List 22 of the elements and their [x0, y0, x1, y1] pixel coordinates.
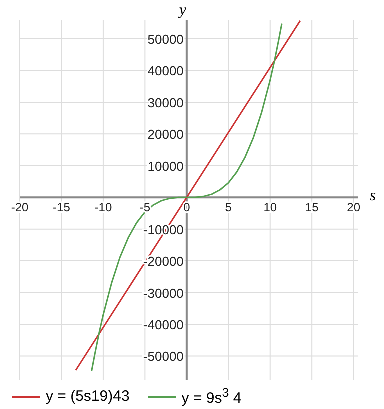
- legend-label: y = 9s$^{3}$ 4: [182, 386, 242, 407]
- x-tick-label: -10: [94, 200, 112, 215]
- y-tick-label: 20000: [148, 127, 184, 142]
- y-tick-label: 40000: [148, 64, 184, 79]
- legend-label: y = (5s19)43: [46, 388, 130, 405]
- x-tick-label: -5: [140, 200, 151, 215]
- x-tick-label: 0: [184, 200, 191, 215]
- y-tick-label: -40000: [143, 317, 184, 332]
- x-tick-label: 20: [347, 200, 361, 215]
- y-tick-label: 10000: [148, 158, 184, 174]
- x-tick-label: -20: [11, 200, 29, 215]
- x-tick-label: -15: [53, 200, 71, 215]
- x-tick-label: 5: [225, 200, 232, 215]
- y-tick-label: 50000: [148, 32, 184, 48]
- line-series: [91, 23, 283, 372]
- y-tick-label: -50000: [143, 349, 184, 364]
- y-tick-label: 30000: [148, 95, 184, 110]
- y-tick-label: -30000: [143, 286, 184, 301]
- x-tick-label: 10: [264, 200, 278, 215]
- y-axis-title: y: [177, 2, 188, 19]
- x-tick-label: 15: [305, 200, 320, 215]
- x-axis-title: s: [370, 188, 376, 205]
